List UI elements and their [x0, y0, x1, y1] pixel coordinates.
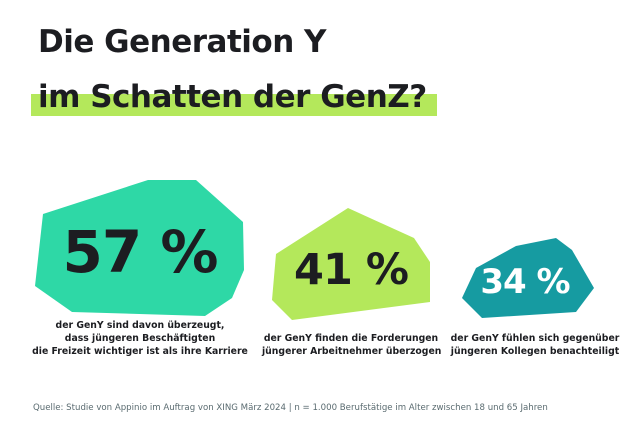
stat-3-value: 34 %: [480, 262, 570, 302]
stat-1-shape: [35, 180, 244, 316]
stat-3-description-line: jüngeren Kollegen benachteiligt: [450, 346, 620, 357]
stat-3-description: der GenY fühlen sich gegenüber jüngeren …: [440, 332, 630, 358]
title-highlight-bar: [31, 94, 437, 116]
stat-2-description-line: jüngerer Arbeitnehmer überzogen: [262, 346, 442, 357]
stat-3-description-line: der GenY fühlen sich gegenüber: [450, 333, 620, 344]
stat-3-shape: [462, 238, 594, 318]
stat-1-description-line: der GenY sind davon überzeugt,: [55, 320, 225, 331]
stat-1-value: 57 %: [62, 218, 218, 286]
title-line-2: im Schatten der GenZ?: [38, 79, 427, 115]
stat-1-description-line: die Freizeit wichtiger ist als ihre Karr…: [32, 346, 248, 357]
stat-2-description-line: der GenY finden die Forderungen: [263, 333, 439, 344]
stat-2-description: der GenY finden die Forderungen jüngerer…: [262, 332, 442, 358]
stat-1-description: der GenY sind davon überzeugt, dass jüng…: [20, 319, 260, 358]
stat-1-description-line: dass jüngeren Beschäftigten: [64, 333, 216, 344]
source-note: Quelle: Studie von Appinio im Auftrag vo…: [33, 403, 548, 413]
stat-2-shape: [272, 208, 430, 320]
title-line-1: Die Generation Y: [38, 24, 327, 60]
stat-2-value: 41 %: [294, 245, 409, 295]
